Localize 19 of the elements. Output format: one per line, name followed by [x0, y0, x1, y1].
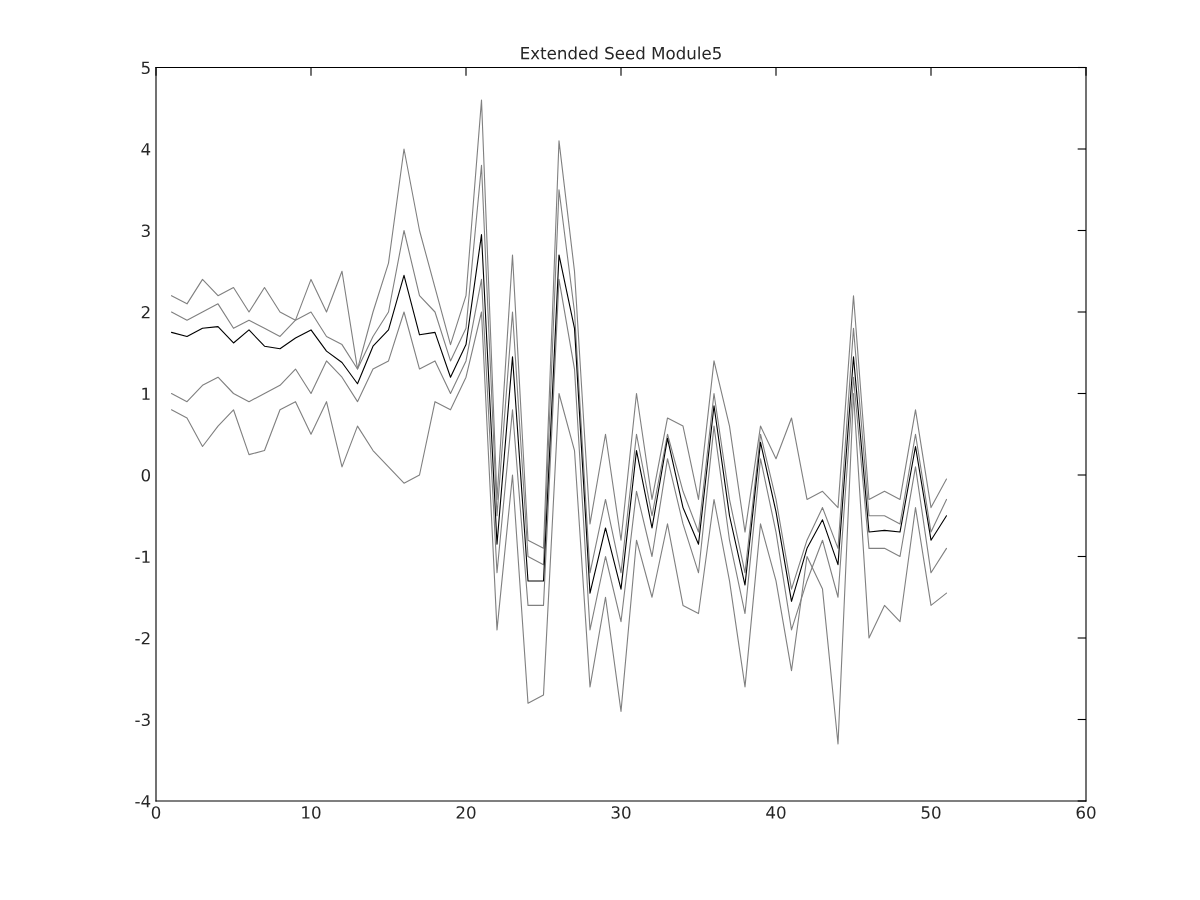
x-tick-label: 30: [611, 806, 631, 819]
x-tick-label: 20: [456, 806, 476, 819]
x-tick-label: 10: [302, 806, 321, 819]
y-tick-label: 0: [141, 468, 151, 482]
y-tick-label: -1: [135, 550, 150, 563]
y-tick-label: 5: [141, 61, 150, 75]
y-tick-label: -3: [135, 713, 150, 727]
y-tick-label: 2: [141, 305, 150, 319]
x-tick-label: 60: [1076, 806, 1096, 819]
y-tick-label: 4: [141, 143, 151, 156]
x-tick-label: 50: [921, 806, 941, 819]
y-tick-label: 1: [142, 387, 150, 400]
x-tick-label: 40: [766, 806, 786, 819]
line-series: [170, 234, 948, 602]
chart-title: Extended Seed Module5: [521, 46, 721, 60]
y-tick-label: -2: [135, 631, 150, 645]
y-tick-label: -4: [135, 795, 151, 808]
x-tick-label: 0: [151, 806, 161, 819]
y-tick-label: 3: [141, 224, 150, 238]
